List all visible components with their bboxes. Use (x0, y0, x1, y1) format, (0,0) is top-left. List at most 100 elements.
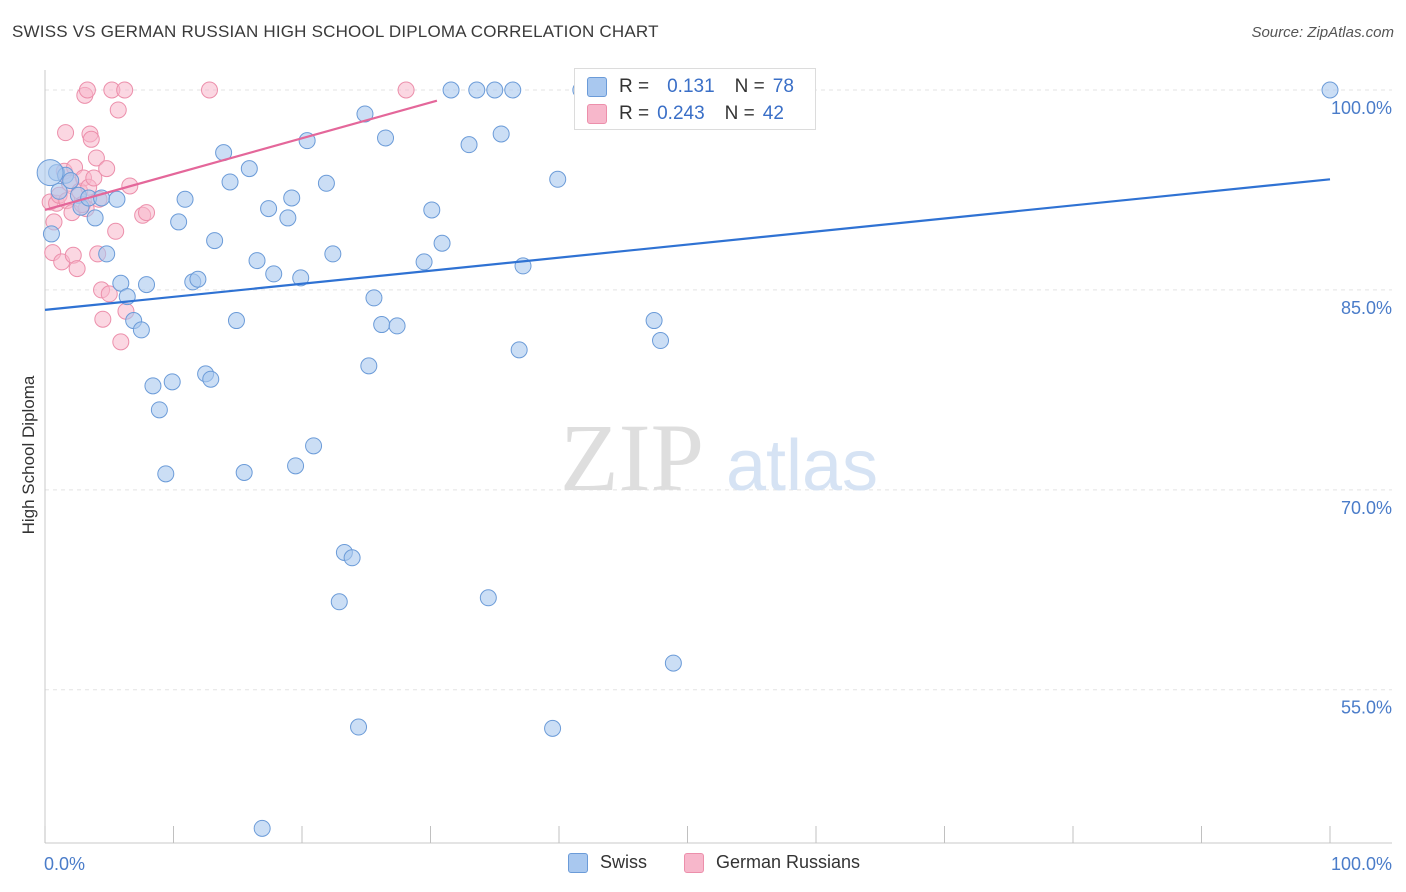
stats-row-german-russians: R = 0.243 N = 42 (587, 103, 784, 125)
swiss-point (305, 437, 323, 455)
german-russians-point (116, 81, 134, 99)
swiss-point (504, 81, 522, 99)
swiss-point (265, 265, 283, 283)
swiss-point (157, 465, 175, 483)
tick-labels: 100.0% 85.0% 70.0% 55.0% 0.0% 100.0% (44, 98, 1392, 874)
stats-row-swiss: R = 0.131 N = 78 (587, 76, 794, 98)
german-russians-point (68, 260, 86, 278)
chart-title: SWISS VS GERMAN RUSSIAN HIGH SCHOOL DIPL… (12, 22, 659, 41)
swiss-point (423, 201, 441, 219)
swiss-point (253, 819, 271, 837)
swiss-point (510, 341, 528, 359)
swiss-point (170, 213, 188, 231)
german-russians-point (87, 149, 105, 167)
swiss-point (50, 182, 68, 200)
gr-n-value: 42 (762, 103, 784, 124)
swiss-point (442, 81, 460, 99)
german-russians-point (57, 124, 75, 142)
swiss-point (108, 190, 126, 208)
legend-gr-swatch (684, 852, 704, 873)
swiss-point (42, 225, 60, 243)
swiss-point (415, 253, 433, 271)
swiss-point (260, 200, 278, 218)
german-russians-point (107, 222, 125, 240)
swiss-point (189, 270, 207, 288)
swiss-point (652, 332, 670, 350)
y-tick-label: 70.0% (1341, 498, 1392, 518)
swiss-point (350, 718, 368, 736)
swiss-point (98, 245, 116, 263)
swiss-point (292, 269, 310, 287)
swiss-point (479, 589, 497, 607)
swiss-point (373, 316, 391, 334)
gr-n-label: N = (724, 103, 755, 124)
source-label: Source: ZipAtlas.com (1251, 24, 1394, 41)
watermark: ZIP atlas (560, 404, 878, 511)
swiss-n-value: 78 (772, 76, 794, 97)
swiss-point (388, 317, 406, 335)
x-tick-label: 100.0% (1331, 854, 1392, 874)
swiss-point (279, 209, 297, 227)
swiss-n-label: N = (734, 76, 765, 97)
swiss-point (1321, 81, 1339, 99)
swiss-point (433, 234, 451, 252)
swiss-point (206, 232, 224, 250)
german-russians-point (200, 81, 218, 99)
swiss-swatch (587, 77, 607, 97)
swiss-point (86, 209, 104, 227)
swiss-points (36, 81, 1339, 837)
swiss-point (365, 289, 383, 307)
swiss-point (460, 136, 478, 154)
german-russians-point (100, 285, 118, 303)
swiss-point (664, 654, 682, 672)
swiss-point (343, 549, 361, 567)
swiss-trend-line (44, 178, 1331, 311)
swiss-point (235, 463, 253, 481)
bottom-legend: Swiss German Russians (0, 852, 1406, 876)
german-russians-point (78, 81, 96, 99)
swiss-point (221, 173, 239, 191)
axes (44, 70, 1392, 844)
swiss-point (492, 125, 510, 143)
swiss-point (62, 172, 80, 190)
swiss-point (283, 189, 301, 207)
legend-item-swiss[interactable]: Swiss (568, 852, 647, 873)
german-russians-point (94, 310, 112, 328)
legend-gr-label: German Russians (716, 852, 861, 872)
swiss-point (287, 457, 305, 475)
swiss-point (330, 593, 348, 611)
german-russians-point (85, 169, 103, 187)
y-axis-label: High School Diploma (19, 375, 38, 534)
legend-item-german-russians[interactable]: German Russians (684, 852, 860, 873)
y-tick-label: 100.0% (1331, 98, 1392, 118)
german-russians-point (98, 160, 116, 178)
swiss-point (468, 81, 486, 99)
swiss-r-label: R = (619, 76, 650, 97)
grid-lines (45, 89, 1392, 691)
swiss-point (377, 129, 395, 147)
swiss-point (227, 312, 245, 330)
german-russians-swatch (587, 104, 607, 124)
gr-r-label: R = (619, 103, 650, 124)
stats-legend-box: R = 0.131 N = 78 R = 0.243 N = 42 (574, 68, 816, 130)
swiss-point (132, 321, 150, 339)
german-russians-point (112, 333, 130, 351)
german-russians-point (109, 101, 127, 119)
swiss-r-value: 0.131 (667, 76, 715, 97)
german-russians-point (82, 130, 100, 148)
swiss-point (360, 357, 378, 375)
swiss-point (549, 170, 567, 188)
trend-lines (44, 99, 1331, 311)
swiss-point (150, 401, 168, 419)
legend-swiss-swatch (568, 852, 588, 873)
y-tick-label: 85.0% (1341, 298, 1392, 318)
swiss-point (176, 190, 194, 208)
german-russians-trend-line (44, 99, 438, 211)
x-tick-label: 0.0% (44, 854, 85, 874)
swiss-point (544, 719, 562, 737)
swiss-point (138, 276, 156, 294)
swiss-point (36, 159, 64, 187)
swiss-point (240, 160, 258, 178)
german-russians-point (138, 204, 156, 222)
